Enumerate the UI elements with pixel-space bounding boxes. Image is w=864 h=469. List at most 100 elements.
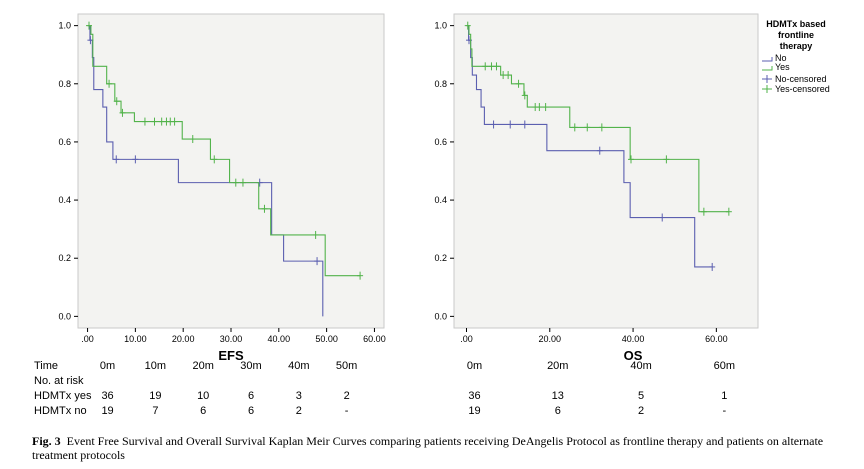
os-censor-mark-yes	[464, 21, 471, 30]
efs-y-tick-label: 0.0	[58, 311, 71, 321]
os-series-yes-line	[466, 25, 729, 213]
efs-censor-mark-no	[132, 155, 139, 164]
os-axes: 0.0 0.2 0.4 0.6 0.8 1.0 .00 20.00 40.00 60.00	[434, 21, 727, 344]
efs-x-tick-label: 50.00	[315, 334, 338, 344]
efs-x-tick-label: 30.00	[220, 334, 243, 344]
os-x-tick-label: 60.00	[705, 334, 728, 344]
legend-no-swatch	[762, 57, 773, 62]
risk-os-cell: -	[723, 405, 727, 417]
os-censor-mark-yes	[725, 207, 732, 216]
os-censor-mark-yes	[700, 207, 707, 216]
efs-panel: 0.0 0.2 0.4 0.6 0.8 1.0 .00 10.00 20.00 30.00 40.0…	[58, 13, 386, 363]
os-y-tick-label: 0.4	[434, 195, 447, 205]
risk-os-cell: 36	[468, 390, 480, 402]
efs-censor-mark-yes	[261, 204, 268, 213]
risk-os-time-header: 60m	[714, 360, 735, 372]
caption-label: Fig. 3	[32, 434, 61, 448]
risk-efs-cell: 6	[200, 405, 206, 417]
os-x-tick-label: .00	[460, 334, 473, 344]
risk-efs-time-header: 0m	[100, 360, 115, 372]
os-censor-mark-no	[521, 120, 528, 129]
legend-yes-censored-swatch	[762, 85, 772, 93]
risk-efs-cell: -	[345, 405, 349, 417]
efs-censor-mark-yes	[211, 155, 218, 164]
efs-x-tick-label: .00	[81, 334, 94, 344]
os-censor-mark-yes	[598, 123, 605, 132]
risk-time-label: Time	[34, 360, 58, 372]
efs-x-tick-label: 10.00	[124, 334, 147, 344]
efs-y-tick-label: 0.2	[58, 253, 71, 263]
efs-x-tick-label: 60.00	[363, 334, 386, 344]
efs-censor-mark-yes	[119, 108, 126, 117]
os-plot-area	[453, 13, 759, 329]
os-censor-mark-yes	[584, 123, 591, 132]
efs-censor-mark-yes	[357, 271, 364, 280]
efs-y-tick-label: 0.8	[58, 79, 71, 89]
risk-row-label-yes: HDMTx yes	[34, 390, 92, 402]
os-censor-mark-yes	[571, 123, 578, 132]
risk-efs-cell: 6	[248, 405, 254, 417]
legend-yes-censored-label: Yes-censored	[775, 84, 830, 94]
os-censor-mark-no	[659, 213, 666, 222]
risk-efs-time-header: 30m	[240, 360, 261, 372]
efs-censor-mark-yes	[312, 230, 319, 239]
os-series	[464, 21, 732, 271]
os-x-tick-label: 20.00	[539, 334, 562, 344]
efs-censor-mark-yes	[239, 178, 246, 187]
legend-yes-swatch	[762, 66, 773, 71]
risk-efs-cell: 7	[152, 405, 158, 417]
risk-os-cell: 19	[468, 405, 480, 417]
risk-efs-cell: 3	[296, 390, 302, 402]
risk-at-risk-label: No. at risk	[34, 375, 84, 387]
efs-censor-mark-yes	[85, 21, 92, 30]
os-panel: 0.00.20.40.60.81.0.00 20.00 40.00 60.00 OS …	[434, 13, 830, 363]
risk-os-time-header: 0m	[467, 360, 482, 372]
risk-efs-time-header: 10m	[145, 360, 166, 372]
legend-yes-label: Yes	[775, 62, 790, 72]
legend-no-label: No	[775, 53, 787, 63]
efs-censor-mark-yes	[141, 117, 148, 126]
os-censor-mark-no	[709, 262, 716, 271]
os-y-tick-label: 1.0	[434, 21, 447, 31]
risk-os-time-header: 20m	[547, 360, 568, 372]
efs-censor-mark-yes	[232, 178, 239, 187]
os-censor-mark-no	[596, 146, 603, 155]
risk-efs-time-header: 50m	[336, 360, 357, 372]
efs-series-yes-line	[87, 25, 361, 277]
os-censor-mark-yes	[663, 155, 670, 164]
os-chart-title: OS	[624, 348, 643, 363]
risk-efs-cell: 2	[344, 390, 350, 402]
efs-plot-area	[77, 13, 385, 329]
risk-efs-time-header: 40m	[288, 360, 309, 372]
efs-censor-mark-no	[314, 257, 321, 266]
os-y-tick-label: 0.0	[434, 311, 447, 321]
os-censor-mark-no	[507, 120, 514, 129]
efs-x-tick-label: 40.00	[268, 334, 291, 344]
risk-efs-cell: 10	[197, 390, 209, 402]
risk-efs-cell: 19	[149, 390, 161, 402]
caption-text: Event Free Survival and Overall Survival…	[32, 434, 824, 462]
risk-efs-cell: 19	[101, 405, 113, 417]
os-censor-mark-yes	[482, 62, 489, 71]
os-y-tick-label: 0.6	[434, 137, 447, 147]
os-series-no-line	[466, 25, 713, 268]
os-y-tick-label: 0.2	[434, 253, 447, 263]
efs-censor-mark-yes	[151, 117, 158, 126]
risk-os-cell: 2	[638, 405, 644, 417]
os-censor-mark-yes	[521, 91, 528, 100]
risk-efs-time-header: 20m	[192, 360, 213, 372]
risk-os-cell: 1	[721, 390, 727, 402]
efs-y-tick-label: 1.0	[58, 21, 71, 31]
os-x-tick-label: 40.00	[622, 334, 645, 344]
figure-caption: Fig. 3 Event Free Survival and Overall S…	[32, 434, 852, 462]
risk-efs-cell: 6	[248, 390, 254, 402]
efs-censor-mark-yes	[171, 117, 178, 126]
efs-chart-title: EFS	[218, 348, 244, 363]
risk-cells: 0m 10m 20m 30m 40m 50m 0m 20m 40m 60m 36 19 10 6 3 2 36 1…	[100, 360, 735, 417]
os-y-tick-label: 0.8	[434, 79, 447, 89]
legend-title-line-1: HDMTx based	[766, 19, 826, 29]
risk-os-cell: 5	[638, 390, 644, 402]
risk-table: Time No. at risk HDMTx yes HDMTx no 0m 10…	[34, 360, 735, 417]
efs-censor-mark-no	[113, 155, 120, 164]
